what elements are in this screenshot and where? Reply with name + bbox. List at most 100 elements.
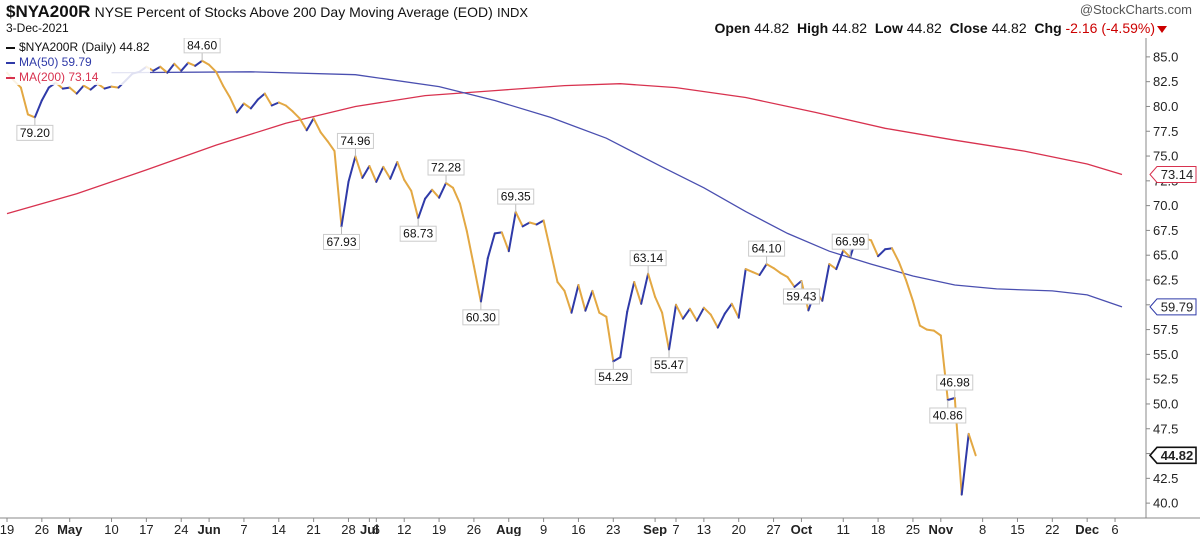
data-label: 79.20: [20, 126, 50, 140]
x-tick-label: 19: [0, 522, 14, 536]
x-tick-label: 14: [272, 522, 286, 536]
price-segment: [208, 63, 218, 73]
price-segment: [26, 113, 36, 119]
price-segment: [180, 61, 190, 72]
price-segment: [382, 165, 392, 180]
price-segment: [215, 70, 224, 87]
price-segment: [103, 85, 113, 90]
data-label: 54.29: [598, 370, 628, 384]
legend-item-ma200[interactable]: MA(200) 73.14: [6, 70, 150, 85]
price-tag-label: 44.82: [1161, 448, 1194, 463]
ohlc-readout: Open 44.82 High 44.82 Low 44.82 Close 44…: [715, 20, 1155, 36]
y-tick-label: 82.5: [1153, 74, 1178, 89]
price-segment: [291, 110, 301, 120]
open-value: 44.82: [754, 20, 790, 36]
legend-swatch-ma50: [6, 61, 15, 64]
y-tick-label: 52.5: [1153, 372, 1178, 387]
ma200-path: [6, 83, 1123, 215]
x-tick-label: 12: [397, 522, 411, 536]
price-segment: [75, 84, 85, 95]
ticker-symbol[interactable]: $NYA200R: [6, 2, 91, 21]
price-segment: [967, 432, 977, 457]
price-segment: [19, 86, 29, 116]
price-segment: [744, 268, 754, 274]
price-segment: [549, 250, 559, 283]
data-label: 60.30: [466, 310, 496, 324]
x-tick-label: 27: [766, 522, 780, 536]
x-tick-label: Jul: [360, 522, 379, 536]
price-segment: [925, 328, 935, 332]
price-segment: [751, 271, 761, 276]
price-segment: [772, 267, 782, 275]
x-tick-label: 7: [672, 522, 679, 536]
price-segment: [633, 281, 643, 305]
price-segment: [375, 165, 385, 183]
price-segment: [905, 279, 914, 302]
price-tag: [1149, 165, 1197, 183]
price-segment: [326, 140, 336, 153]
price-segment: [493, 231, 503, 235]
legend-label-ma50: MA(50) 59.79: [19, 55, 92, 69]
price-tag-label: 59.79: [1161, 299, 1194, 314]
price-segment: [110, 85, 120, 89]
data-label-box: [183, 38, 221, 54]
x-tick-label: Oct: [791, 522, 813, 536]
price-segment: [842, 249, 852, 259]
data-label: 59.43: [786, 289, 816, 303]
price-segment: [424, 188, 434, 200]
price-segment: [242, 102, 252, 110]
y-tick-label: 55.0: [1153, 347, 1178, 362]
price-segment: [479, 257, 489, 303]
price-segment: [403, 178, 413, 192]
data-label-box: [782, 288, 820, 305]
price-segment: [619, 310, 629, 359]
x-tick-label: 13: [697, 522, 711, 536]
change-value: -2.16 (-4.59%): [1065, 20, 1155, 36]
data-label-box: [748, 240, 786, 257]
price-segment: [305, 117, 315, 132]
price-segment: [173, 62, 183, 72]
price-segment: [284, 104, 294, 113]
data-label: 40.86: [933, 408, 963, 422]
data-label-box: [936, 374, 974, 391]
price-segment: [765, 263, 775, 270]
price-segment: [675, 303, 684, 320]
x-tick-label: 22: [1045, 522, 1059, 536]
x-tick-label: 26: [467, 522, 481, 536]
price-line: [6, 59, 977, 496]
data-label-box: [323, 233, 360, 250]
price-segment: [612, 356, 622, 363]
data-label: 69.35: [501, 190, 531, 204]
price-segment: [229, 96, 238, 114]
brand-link[interactable]: @StockCharts.com: [1079, 2, 1192, 17]
price-chart[interactable]: 79.20 84.60 67.93 74.96 68.73 72.28 60.30 69.35…: [0, 38, 1200, 536]
price-tag: [1148, 446, 1197, 465]
data-label-box: [629, 250, 667, 267]
price-segment: [312, 117, 322, 134]
legend-item-ma50[interactable]: MA(50) 59.79: [6, 55, 150, 70]
legend-swatch-ma200: [6, 76, 15, 79]
y-tick-label: 47.5: [1153, 421, 1178, 436]
x-tick-label: 18: [871, 522, 885, 536]
data-label-box: [831, 233, 869, 250]
price-segment: [61, 86, 71, 90]
data-label: 72.28: [431, 161, 461, 175]
price-segment: [584, 289, 594, 312]
y-tick-label: 77.5: [1153, 124, 1178, 139]
price-segment: [626, 281, 636, 313]
price-segment: [605, 315, 615, 363]
x-tick-label: Nov: [929, 522, 954, 536]
price-segment: [256, 92, 266, 101]
legend-item-price[interactable]: $NYA200R (Daily) 44.82: [6, 40, 150, 55]
price-segment: [877, 248, 887, 258]
legend-label-price: $NYA200R (Daily) 44.82: [19, 40, 150, 54]
data-label-box: [650, 357, 688, 374]
x-tick-label: 15: [1010, 522, 1024, 536]
price-segment: [786, 276, 796, 288]
price-segment: [249, 98, 259, 110]
chart-legend: $NYA200R (Daily) 44.82 MA(50) 59.79 MA(2…: [6, 40, 150, 85]
price-segment: [654, 295, 664, 314]
down-arrow-icon: [1157, 26, 1167, 33]
price-segment: [779, 272, 789, 278]
price-segment: [688, 307, 698, 322]
